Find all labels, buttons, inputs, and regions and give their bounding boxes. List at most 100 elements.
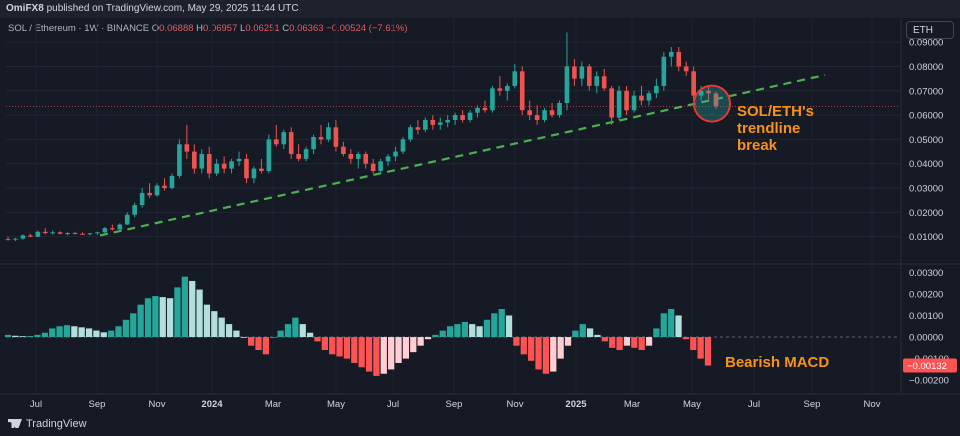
candle-body (393, 151, 398, 157)
candle-body (266, 139, 272, 172)
macd-bar (255, 337, 262, 350)
macd-bar (542, 337, 550, 374)
macd-bar (49, 328, 56, 338)
macd-bar (63, 325, 71, 338)
price-tick-label: 0.04000 (909, 159, 943, 170)
macd-bar (498, 309, 505, 338)
symbol-legend: SOL / Ethereum · 1W · BINANCE O0.06888 H… (8, 23, 408, 34)
candle-body (437, 122, 443, 125)
macd-tick-label: 0.00200 (909, 289, 943, 300)
candle-body (206, 154, 212, 174)
macd-bar (461, 321, 468, 338)
macd-last-value-label: −0.00132 (907, 361, 947, 372)
candle-body (132, 205, 138, 215)
symbol-pair[interactable]: SOL / Ethereum · 1W · BINANCE (8, 23, 150, 34)
macd-bar (638, 337, 645, 350)
macd-bar (476, 326, 483, 338)
candle-body (549, 110, 555, 116)
macd-bar (395, 337, 402, 363)
macd-bar (491, 313, 498, 338)
candle-body (184, 144, 190, 152)
macd-bar (26, 335, 34, 338)
macd-bar (483, 319, 491, 338)
x-tick-label: Jul (387, 399, 399, 410)
macd-bar (336, 337, 343, 357)
candle-body (564, 66, 570, 103)
macd-bar (601, 337, 608, 342)
macd-bar (137, 304, 144, 338)
macd-bar (469, 324, 476, 338)
macd-bar (623, 337, 631, 346)
macd-bar (19, 336, 26, 338)
macd-bar (402, 337, 410, 359)
macd-bar (365, 337, 373, 372)
change-value: −0.00524 (−7.61%) (326, 23, 408, 34)
macd-histogram (4, 276, 712, 376)
candle-body (698, 90, 704, 96)
close-label: C (282, 23, 290, 34)
macd-bar (270, 337, 277, 338)
candle-body (251, 168, 257, 179)
macd-bar (564, 337, 572, 346)
macd-bar (122, 319, 130, 338)
macd-bar (85, 328, 93, 338)
macd-bar (520, 337, 527, 355)
macd-bar (329, 337, 336, 355)
open-label: O (151, 23, 160, 34)
macd-bar (446, 326, 454, 338)
x-tick-label: May (327, 399, 345, 410)
macd-bar (12, 335, 19, 338)
candle-body (683, 66, 689, 72)
candle-body (490, 88, 495, 111)
macd-bar (528, 337, 535, 361)
macd-bar (351, 337, 358, 363)
high-value: 0.06957 (203, 23, 238, 34)
author-name[interactable]: OmiFX8 (6, 3, 44, 14)
bearish-macd-annotation: Bearish MACD (725, 354, 829, 371)
publish-text: published on TradingView.com, May 29, 20… (46, 3, 299, 14)
macd-bar (41, 332, 48, 338)
candle-body (28, 235, 33, 237)
macd-bar (668, 309, 675, 338)
candle-body (586, 66, 592, 86)
currency-button[interactable]: ETH (906, 21, 954, 39)
macd-bar (262, 337, 270, 355)
candle-body (579, 66, 585, 79)
macd-bar (189, 280, 196, 338)
macd-bar (203, 304, 211, 338)
candle-body (311, 136, 316, 150)
macd-bar (424, 337, 432, 340)
macd-bar (432, 334, 439, 338)
macd-bar (697, 337, 704, 359)
macd-bar (100, 332, 107, 338)
price-chart[interactable]: 0.01000 0.02000 0.03000 0.04000 0.05000 0.060… (0, 18, 960, 413)
price-tick-label: 0.06000 (909, 111, 943, 122)
candle-body (423, 119, 428, 130)
macd-bar (343, 337, 351, 359)
candle-body (177, 144, 182, 176)
macd-bar (4, 334, 12, 338)
candle-body (572, 66, 577, 79)
grid (6, 18, 900, 393)
axes-layer: 0.01000 0.02000 0.03000 0.04000 0.05000 0.060… (0, 18, 960, 410)
candle-body (639, 95, 644, 101)
macd-bar (380, 337, 387, 374)
candle-body (20, 235, 26, 239)
price-tick-label: 0.03000 (909, 184, 943, 195)
x-tick-label: Nov (507, 399, 524, 410)
candle-body (110, 228, 115, 230)
candle-body (87, 233, 93, 235)
macd-bar (240, 337, 247, 338)
macd-bar (233, 330, 240, 338)
candle-body (303, 149, 309, 159)
macd-bar (108, 330, 115, 338)
macd-bar (594, 334, 601, 338)
candle-body (147, 192, 152, 196)
footer: TradingView (0, 413, 960, 436)
candle-body (668, 51, 674, 57)
trendline-break-annotation: SOL/ETH's (737, 103, 814, 120)
tradingview-brand[interactable]: TradingView (8, 418, 87, 430)
candle-body (482, 107, 488, 111)
x-tick-label: Sep (804, 399, 821, 410)
candle-body (221, 163, 227, 169)
